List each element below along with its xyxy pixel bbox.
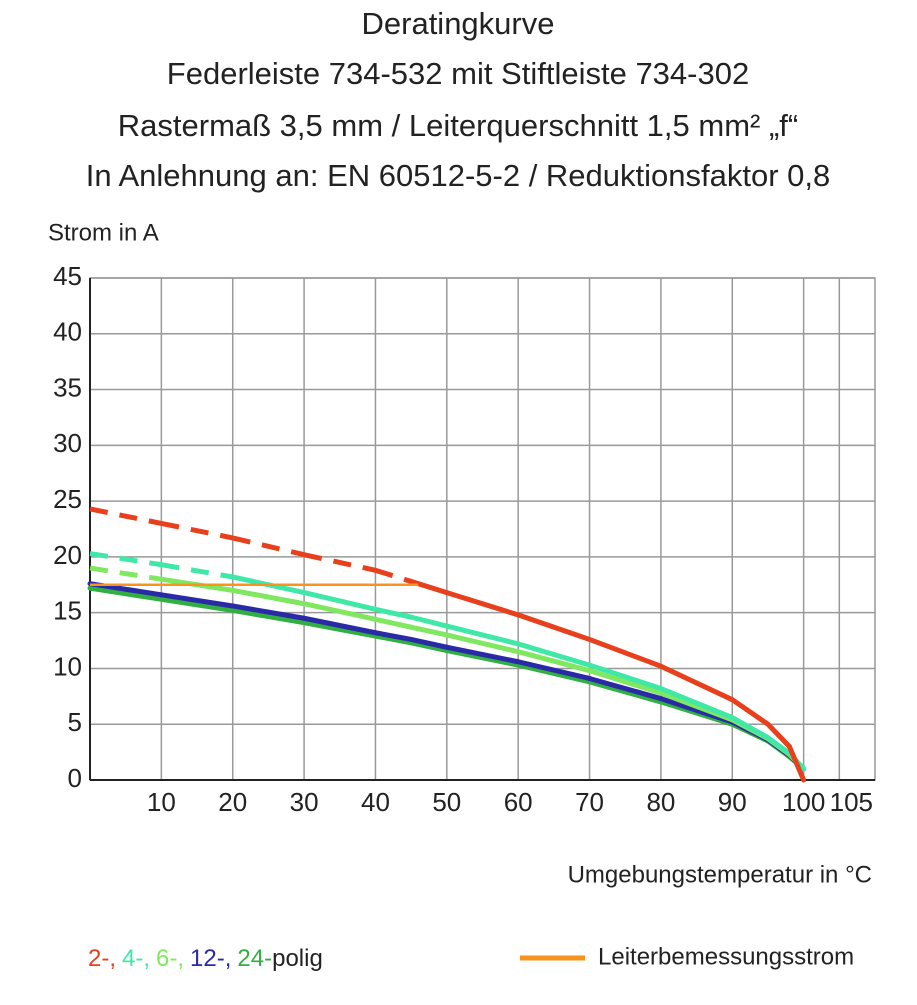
series-line xyxy=(444,590,521,618)
series-line xyxy=(408,640,450,654)
series-line xyxy=(729,715,771,741)
legend-entry: 4-, xyxy=(122,945,150,972)
series-line xyxy=(515,612,593,642)
plot-area xyxy=(89,277,876,781)
series-line xyxy=(515,649,593,674)
x-tick-label: 60 xyxy=(504,787,533,817)
series-line xyxy=(301,601,378,622)
series-line xyxy=(89,551,162,568)
series-line xyxy=(587,675,664,702)
series-line xyxy=(515,662,593,685)
series-line xyxy=(372,616,414,630)
series-line xyxy=(230,587,307,607)
series-line xyxy=(765,735,792,756)
series-line xyxy=(230,607,307,626)
series-line xyxy=(444,623,521,647)
series-line xyxy=(587,668,664,696)
chart-title: In Anlehnung an: EN 60512-5-2 / Reduktio… xyxy=(86,158,831,193)
series-line xyxy=(408,578,450,596)
series-line xyxy=(372,630,414,642)
y-axis-label: Strom in A xyxy=(48,219,159,246)
legend-entry: 6-, xyxy=(156,945,184,972)
series-line xyxy=(89,565,162,582)
legend-entry: 12-, xyxy=(190,945,231,972)
x-tick-label: 90 xyxy=(718,787,747,817)
legend-suffix: polig xyxy=(272,945,323,972)
legend-entry: 2-, xyxy=(88,945,116,972)
series-line xyxy=(408,624,450,638)
chart-title: Rastermaß 3,5 mm / Leiterquerschnitt 1,5… xyxy=(118,108,798,143)
series-line xyxy=(301,590,378,612)
y-tick-label: 25 xyxy=(53,484,82,514)
series-line xyxy=(658,686,735,721)
series-line xyxy=(729,697,771,727)
series-line xyxy=(230,603,307,621)
y-tick-label: 0 xyxy=(68,763,82,793)
series-line xyxy=(372,606,414,620)
legend: 2-, 4-, 6-, 12-, 24-polig xyxy=(88,945,323,972)
series-line xyxy=(515,641,593,668)
x-tick-label: 70 xyxy=(575,787,604,817)
y-tick-label: 45 xyxy=(53,261,82,291)
series-line xyxy=(765,721,792,750)
series-line xyxy=(160,562,234,580)
series-line xyxy=(587,662,664,692)
series-line xyxy=(408,614,450,629)
series-line xyxy=(372,633,414,646)
series-line xyxy=(444,648,521,668)
series-line xyxy=(658,696,735,725)
series-line xyxy=(87,585,164,602)
series-line xyxy=(89,506,162,526)
chart-title: Federleiste 734-532 mit Stiftleiste 734-… xyxy=(167,56,749,91)
series-line xyxy=(658,663,735,703)
x-tick-label: 80 xyxy=(646,787,675,817)
y-tick-label: 10 xyxy=(53,651,82,681)
x-tick-label: 20 xyxy=(218,787,247,817)
series-line xyxy=(444,632,521,655)
series-line xyxy=(374,567,412,584)
y-tick-label: 5 xyxy=(68,707,82,737)
series-line xyxy=(786,744,807,783)
series-line xyxy=(232,535,305,558)
y-tick-label: 30 xyxy=(53,428,82,458)
x-tick-label: 10 xyxy=(147,787,176,817)
series-line xyxy=(158,596,236,613)
y-tick-label: 15 xyxy=(53,596,82,626)
series-line xyxy=(160,520,234,541)
series-line xyxy=(158,592,236,609)
x-tick-label: 40 xyxy=(361,787,390,817)
series-line xyxy=(301,615,378,636)
y-tick-label: 20 xyxy=(53,540,82,570)
series-line xyxy=(408,636,450,650)
legend-entry: 24- xyxy=(237,945,272,972)
x-axis-label: Umgebungstemperatur in °C xyxy=(568,861,872,888)
x-tick-label: 30 xyxy=(290,787,319,817)
series-line xyxy=(587,636,664,669)
series-line xyxy=(301,620,378,639)
series-line xyxy=(587,679,664,705)
chart-title: Deratingkurve xyxy=(362,6,555,41)
series-line xyxy=(303,552,376,573)
y-tick-label: 40 xyxy=(53,317,82,347)
x-tick-label: 105 xyxy=(830,787,873,817)
x-tick-label: 100 xyxy=(782,787,825,817)
x-tick-label: 50 xyxy=(432,787,461,817)
y-tick-label: 35 xyxy=(53,372,82,402)
series-line xyxy=(515,659,593,681)
legend-label: Leiterbemessungsstrom xyxy=(598,943,854,970)
series-line xyxy=(444,644,521,665)
